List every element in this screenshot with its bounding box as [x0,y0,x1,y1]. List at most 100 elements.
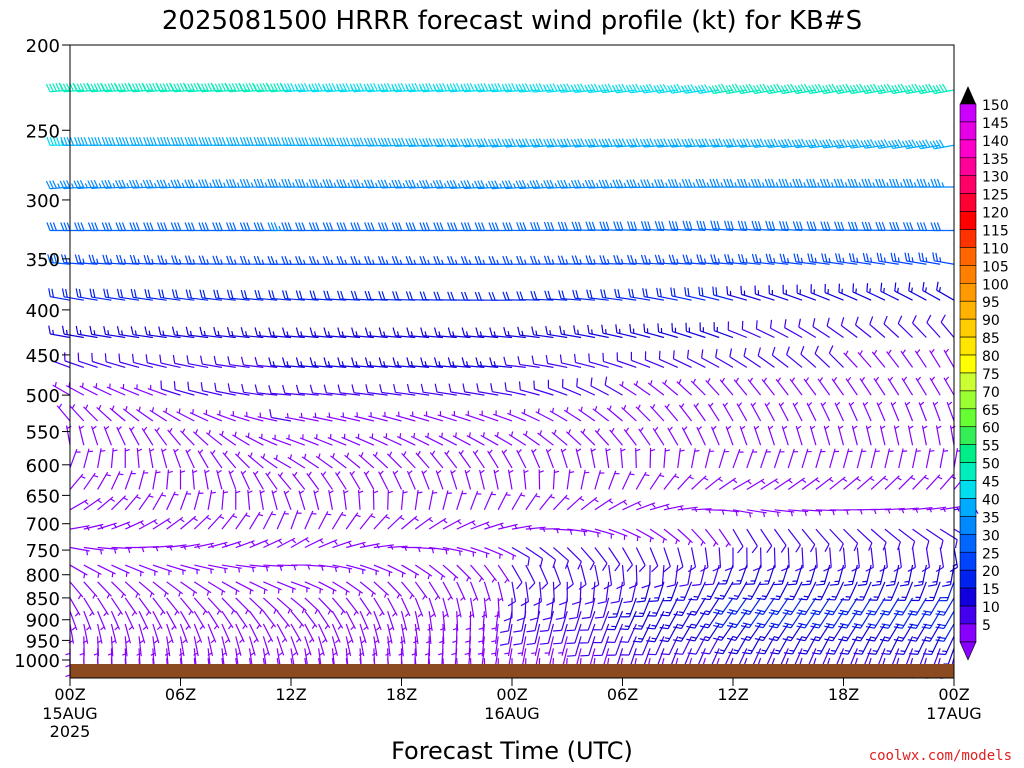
wind-barb [295,290,319,301]
wind-barb [613,221,637,232]
wind-barb [616,352,637,368]
wind-barb [807,253,830,265]
wind-barb [106,383,126,396]
colorbar-swatch [959,587,977,607]
wind-barb [946,401,955,422]
wind-barb [525,492,541,511]
wind-barb [746,509,767,518]
y-tick-label: 250 [26,121,60,142]
wind-barb [879,623,900,642]
wind-barb [929,139,955,150]
wind-barb [657,323,678,339]
wind-barb [47,254,71,265]
wind-barb [531,326,554,339]
wind-barb [337,290,361,301]
wind-barb [566,547,582,570]
wind-barb [723,220,747,232]
wind-barb [883,315,900,338]
wind-barb [304,581,324,594]
wind-barb [568,597,582,620]
wind-barb [116,426,126,446]
wind-barb [555,597,568,621]
wind-barb [873,376,886,396]
wind-barb [907,623,927,642]
wind-barb [83,610,92,631]
wind-barb [458,449,472,469]
wind-barb [483,564,498,583]
wind-barb [654,254,678,265]
wind-barb [221,581,240,595]
wind-barb [902,222,927,232]
wind-barb [235,597,251,615]
wind-barb [538,469,544,490]
wind-barb [759,564,776,586]
wind-barb [359,581,377,598]
wind-barb [566,495,585,511]
wind-barb [466,432,485,446]
wind-barb [712,547,722,572]
wind-barb [226,327,250,339]
wind-barb [435,470,444,490]
wind-barb [378,327,402,339]
wind-barb [843,528,859,552]
wind-barb [764,402,775,422]
wind-barb [124,447,130,468]
wind-barb [544,636,555,656]
wind-barb [795,547,804,572]
wind-barb [298,490,306,510]
wind-barb [848,401,858,422]
wind-barb [686,623,706,642]
wind-barb [890,252,913,265]
wind-barb [345,581,363,597]
wind-barb [93,383,112,396]
wind-barb [65,425,72,446]
y-tick-label: 500 [26,386,60,407]
wind-barb [400,489,408,510]
wind-barb [247,452,264,469]
wind-barb [677,448,685,469]
wind-barb [69,404,85,422]
wind-barb [386,451,402,469]
wind-barb [613,254,637,265]
wind-barb [897,315,913,338]
colorbar-swatch [959,282,977,302]
wind-barb [331,623,341,644]
wind-barb [508,431,527,446]
wind-barb [662,581,679,602]
wind-barb [751,220,775,232]
wind-barb [428,517,448,530]
wind-barb [383,433,402,446]
wind-barb [545,448,554,469]
wind-barb [530,290,554,301]
wind-barb [102,254,126,265]
wind-barb [672,610,693,630]
wind-barb [531,355,554,368]
wind-barb [736,402,748,422]
wind-barb [109,405,126,422]
wind-barb [331,610,344,630]
wind-barb [845,376,858,396]
wind-barb [442,581,454,601]
wind-barb [235,623,245,644]
wind-barb [590,377,609,396]
colorbar-label: 135 [982,152,1009,168]
wind-barb [290,581,310,593]
wind-barb [829,476,848,490]
wind-barb [304,610,318,629]
wind-barb [291,471,306,490]
wind-barb [520,581,530,607]
wind-barb [856,448,867,469]
wind-barb [111,581,127,599]
wind-barb [344,452,361,469]
wind-barb [898,448,908,469]
wind-barb [461,357,485,369]
wind-barb [884,528,901,551]
wind-barb [129,254,153,265]
wind-barb [304,538,324,549]
wind-barb [162,407,181,422]
wind-barb [627,221,651,232]
colorbar-label: 25 [982,546,1000,562]
wind-barb [910,581,927,602]
wind-barb [843,564,858,586]
